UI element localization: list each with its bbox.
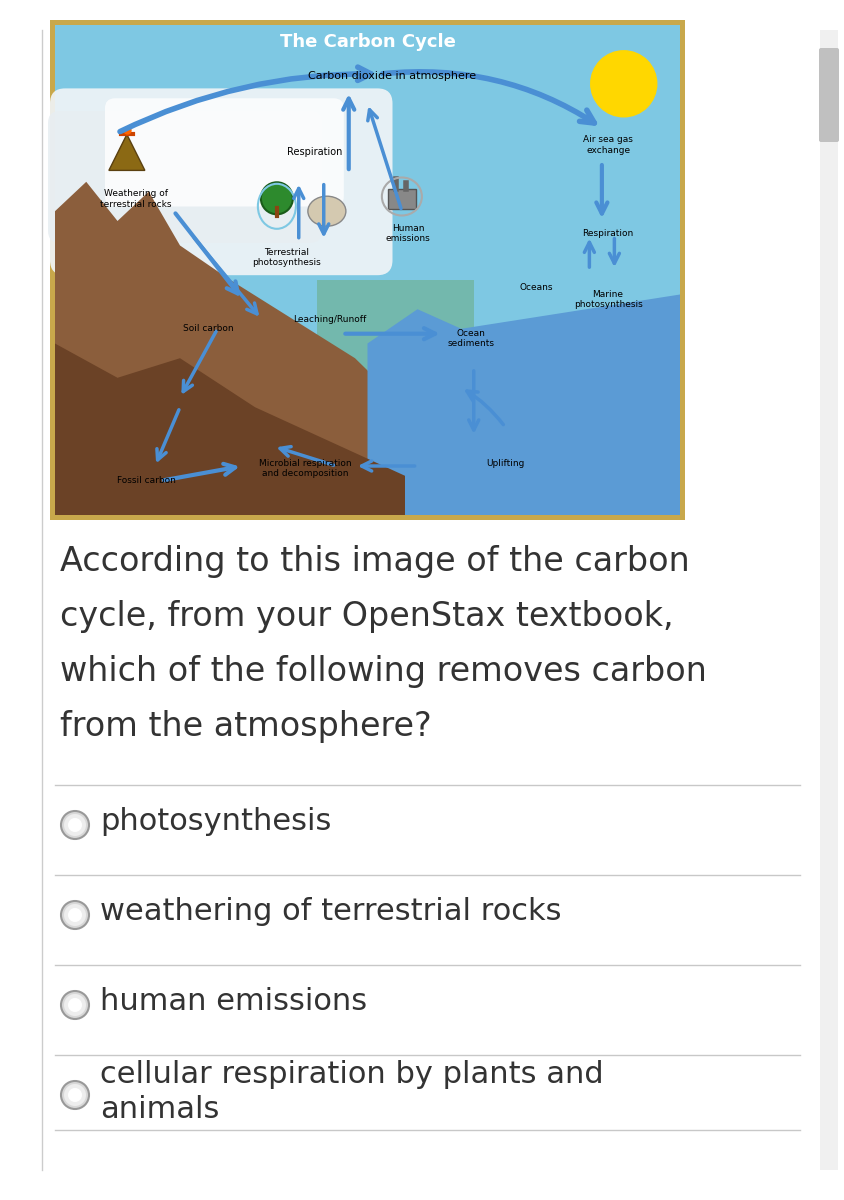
Text: Microbial respiration
and decomposition: Microbial respiration and decomposition (258, 458, 351, 478)
FancyBboxPatch shape (50, 89, 392, 275)
Text: Respiration: Respiration (582, 229, 633, 238)
Polygon shape (109, 134, 144, 170)
Circle shape (61, 1081, 89, 1109)
Text: The Carbon Cycle: The Carbon Cycle (279, 34, 455, 52)
Text: Carbon dioxide in atmosphere: Carbon dioxide in atmosphere (308, 72, 476, 82)
Text: Air sea gas
exchange: Air sea gas exchange (582, 136, 632, 155)
Circle shape (64, 814, 86, 836)
Text: Leaching/Runoff: Leaching/Runoff (293, 314, 366, 324)
Polygon shape (55, 181, 404, 515)
Text: Respiration: Respiration (286, 148, 342, 157)
Text: According to this image of the carbon: According to this image of the carbon (60, 545, 689, 578)
Circle shape (68, 1088, 82, 1102)
FancyBboxPatch shape (55, 25, 679, 515)
Text: Marine
photosynthesis: Marine photosynthesis (573, 289, 641, 310)
Text: Human
emissions: Human emissions (386, 223, 430, 242)
FancyBboxPatch shape (48, 110, 322, 242)
Text: cellular respiration by plants and
animals: cellular respiration by plants and anima… (100, 1060, 603, 1124)
FancyBboxPatch shape (818, 48, 838, 142)
FancyBboxPatch shape (317, 280, 473, 378)
Circle shape (68, 998, 82, 1012)
FancyBboxPatch shape (387, 188, 415, 209)
FancyBboxPatch shape (50, 20, 684, 520)
Polygon shape (367, 294, 679, 515)
Text: cycle, from your OpenStax textbook,: cycle, from your OpenStax textbook, (60, 600, 673, 634)
Circle shape (64, 994, 86, 1016)
Text: Soil carbon: Soil carbon (182, 324, 233, 334)
Circle shape (590, 50, 656, 116)
Text: Weathering of
terrestrial rocks: Weathering of terrestrial rocks (100, 190, 172, 209)
Text: photosynthesis: photosynthesis (100, 808, 331, 836)
Circle shape (68, 908, 82, 922)
Text: Ocean
sediments: Ocean sediments (446, 329, 494, 348)
Text: Fossil carbon: Fossil carbon (117, 476, 176, 485)
Text: human emissions: human emissions (100, 988, 366, 1016)
Polygon shape (55, 343, 404, 515)
Circle shape (261, 182, 293, 215)
Text: Uplifting: Uplifting (485, 460, 523, 468)
Text: Terrestrial
photosynthesis: Terrestrial photosynthesis (252, 248, 320, 268)
Circle shape (64, 904, 86, 926)
FancyBboxPatch shape (105, 98, 344, 206)
Circle shape (61, 991, 89, 1019)
Circle shape (64, 1084, 86, 1106)
Circle shape (68, 818, 82, 832)
Text: from the atmosphere?: from the atmosphere? (60, 710, 431, 743)
Ellipse shape (307, 196, 345, 226)
Circle shape (61, 901, 89, 929)
Text: Oceans: Oceans (519, 283, 552, 292)
Circle shape (61, 811, 89, 839)
FancyBboxPatch shape (819, 30, 837, 1170)
Text: weathering of terrestrial rocks: weathering of terrestrial rocks (100, 898, 560, 926)
Text: which of the following removes carbon: which of the following removes carbon (60, 655, 706, 688)
